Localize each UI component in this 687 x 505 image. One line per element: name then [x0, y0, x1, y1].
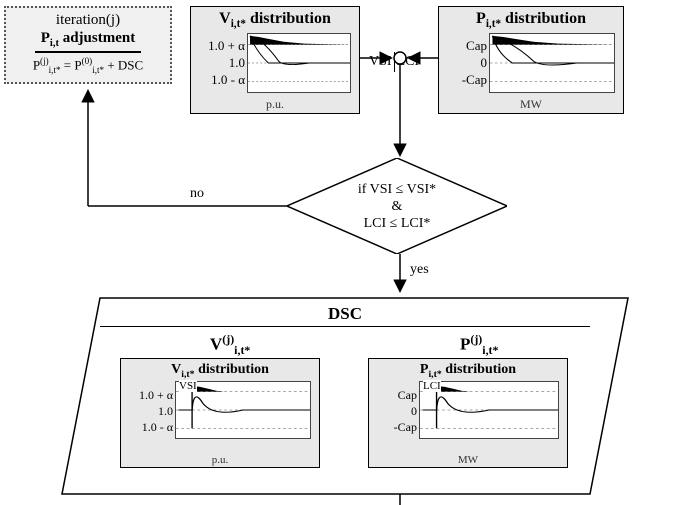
dsc-v-title: Vi,t* distribution: [121, 359, 319, 381]
dsc-p-col: P(j)i,t*: [460, 332, 498, 358]
vsi-lci-label: VSILCI: [369, 52, 419, 72]
yes-label: yes: [410, 262, 429, 278]
p-dist-plot: [489, 33, 615, 93]
p-equation: P(j)i,t* = P(0)i,t* + DSC: [6, 56, 170, 75]
p-dist-unit: MW: [439, 97, 623, 112]
dsc-p-inner: Pi,t* distribution Cap 0 -Cap LCI MW: [368, 358, 568, 468]
p-dist-ylabels: Cap 0 -Cap: [445, 37, 487, 88]
p-dist-title: Pi,t* distribution: [439, 7, 623, 31]
iteration-label: iteration(j): [6, 12, 170, 29]
iteration-box: iteration(j) Pi,t adjustment P(j)i,t* = …: [4, 6, 172, 84]
dsc-v-col: V(j)i,t*: [210, 332, 250, 358]
dsc-title: DSC: [100, 304, 590, 327]
v-dist-plot: [247, 33, 351, 93]
continuation-tick: [397, 494, 403, 505]
no-label: no: [190, 186, 204, 202]
diamond-text: if VSI ≤ VSI* & LCI ≤ LCI*: [287, 158, 507, 254]
v-dist-unit: p.u.: [191, 97, 359, 112]
p-adjust-label: Pi,t adjustment: [35, 30, 141, 53]
v-dist-ylabels: 1.0 + α 1.0 1.0 - α: [197, 37, 245, 88]
dsc-v-inner: Vi,t* distribution 1.0 + α 1.0 1.0 - α V…: [120, 358, 320, 468]
dsc-block: DSC V(j)i,t* P(j)i,t* Vi,t* distribution…: [60, 294, 630, 500]
decision-diamond: if VSI ≤ VSI* & LCI ≤ LCI*: [287, 158, 507, 254]
dsc-p-title: Pi,t* distribution: [369, 359, 567, 381]
v-dist-box: Vi,t* distribution 1.0 + α 1.0 1.0 - α p…: [190, 6, 360, 114]
p-dist-box: Pi,t* distribution Cap 0 -Cap MW: [438, 6, 624, 114]
v-dist-title: Vi,t* distribution: [191, 7, 359, 31]
